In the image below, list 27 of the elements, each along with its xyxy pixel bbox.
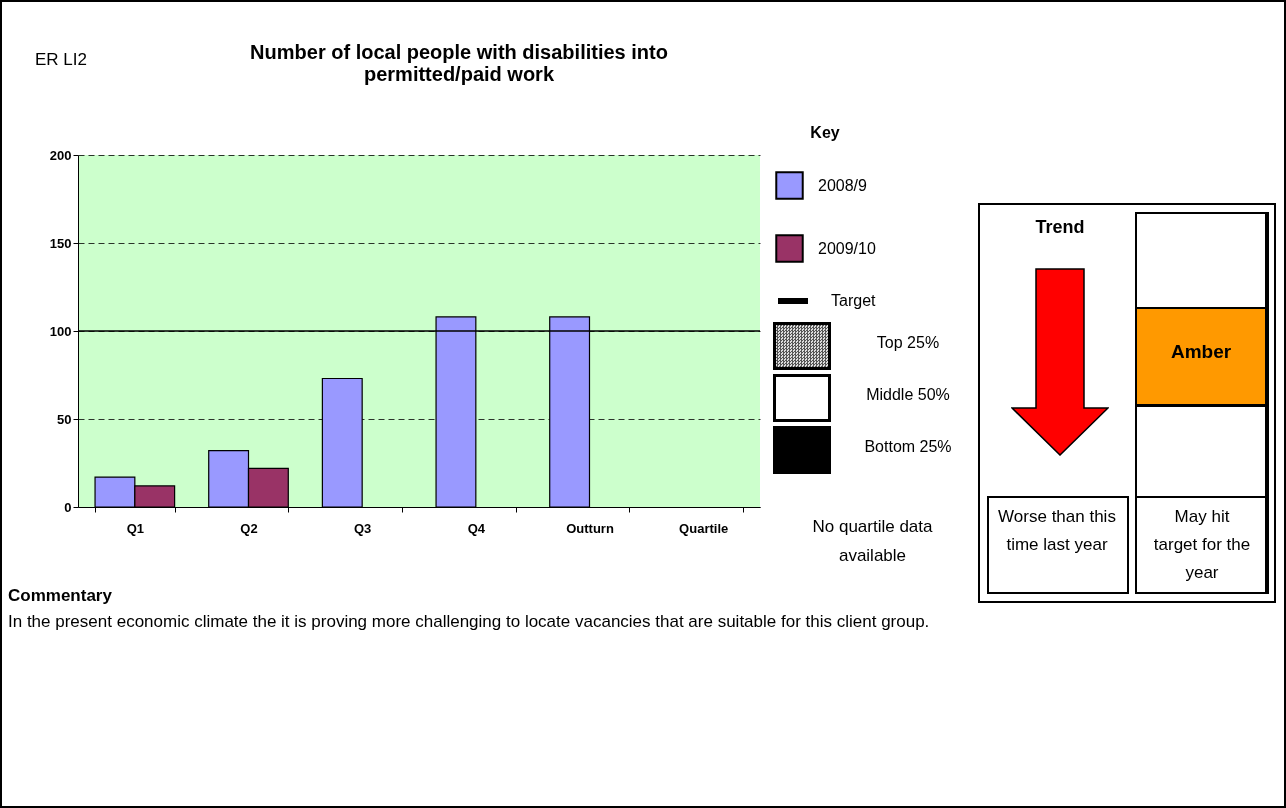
legend-label: Target — [831, 292, 877, 309]
text: In the present economic climate the it is proving more challenging to locate vacancies that are suitable for this client group. — [8, 611, 931, 633]
text: Middle 50% — [865, 386, 951, 404]
legend-title: Key — [810, 124, 840, 141]
x-tick-label: Q2 — [240, 520, 258, 536]
y-tick-label: 100 — [49, 323, 72, 339]
text: Bottom 25% — [863, 438, 953, 456]
x-tick-label: Quartile — [679, 520, 729, 536]
y-tick-label: 150 — [49, 235, 72, 251]
x-tick-label: Outturn — [566, 520, 614, 536]
text: Top 25% — [875, 334, 941, 352]
y-tick-label: 0 — [64, 499, 72, 515]
x-tick-label: Q3 — [353, 520, 372, 536]
x-tick-label: Q1 — [126, 520, 145, 536]
text: Commentary — [8, 586, 112, 606]
text: May hit target for the year — [1152, 506, 1252, 584]
y-tick-label: 50 — [57, 411, 72, 427]
legend-label: 2008/9 — [818, 176, 868, 194]
text: Worse than this time last year — [997, 506, 1117, 556]
text: No quartile data available — [811, 516, 934, 567]
x-tick-label: Q4 — [467, 520, 486, 536]
text: ER LI2 — [35, 50, 87, 70]
chart-title: Number of local people with disabilities into permitted/paid work — [250, 41, 668, 85]
legend-label: 2009/10 — [818, 239, 876, 257]
text: Trend — [1034, 217, 1086, 238]
text: Amber — [1169, 341, 1233, 363]
y-tick-label: 200 — [49, 147, 72, 163]
